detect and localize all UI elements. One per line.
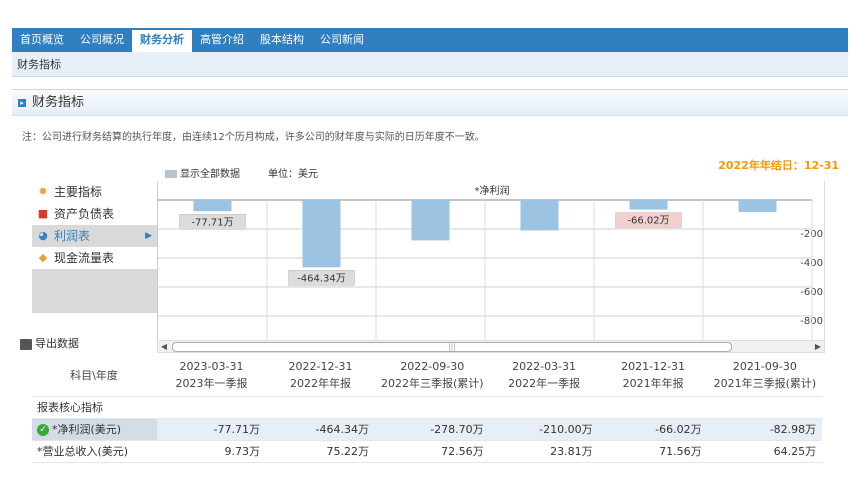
table-cell: 9.73万 [157,440,266,463]
financial-table: 科目\年度 2023-03-31 2023年一季报 2022-12-31 2022年… [32,355,823,463]
menu-item-label: 主要指标 [54,185,103,199]
column-period: 2022年三季报(累计) [381,377,484,391]
table-cell: 75.22万 [266,440,375,463]
bar [629,200,668,210]
menu-item-balance-sheet[interactable]: ■ 资产负债表 [32,203,157,225]
section-header: ▸ 财务指标 [12,89,848,116]
column-period: 2021年三季报(累计) [713,377,817,391]
chevron-right-icon: ▶ [145,231,152,241]
bar [302,200,341,268]
row-label: *营业总收入(美元) [32,440,157,463]
data-label-box [179,214,246,230]
table-row[interactable]: ✓ *净利润(美元) -77.71万 -464.34万 -278.70万 -210… [32,418,823,441]
export-label: 导出数据 [35,337,79,350]
column-period: 2023年一季报 [175,377,248,391]
scroll-right-icon[interactable]: ▶ [814,342,822,351]
table-header-row: 科目\年度 2023-03-31 2023年一季报 2022-12-31 2022年… [32,355,823,397]
column-header[interactable]: 2022-03-31 2022年一季报 [489,355,599,397]
table-cell: -77.71万 [157,418,266,441]
bar [738,200,777,213]
column-date: 2021-12-31 [621,360,686,374]
chart-canvas: *净利润-200-400-600-800-77.71万-464.34万-66.0… [158,184,823,340]
column-period: 2022年年报 [290,377,351,391]
bar [520,200,559,231]
column-date: 2022-09-30 [400,360,465,374]
tab-executives[interactable]: 高管介绍 [200,33,244,46]
scroll-thumb[interactable]: ||| [172,342,732,352]
column-header[interactable]: 2021-09-30 2021年三季报(累计) [707,355,823,397]
table-cell: 72.56万 [375,440,490,463]
column-header[interactable]: 2022-12-31 2022年年报 [266,355,375,397]
table-cell: 64.25万 [707,440,823,463]
year-end-date: 2022年年结日：12-31 [718,159,839,172]
data-label: -464.34万 [297,273,346,284]
table-cell: 71.56万 [598,440,708,463]
column-date: 2021-09-30 [732,360,797,374]
tab-overview[interactable]: 首页概览 [20,33,64,46]
check-icon: ✓ [37,424,49,436]
tab-company-profile[interactable]: 公司概况 [80,33,124,46]
section-arrow-icon: ▸ [18,99,26,107]
data-label: -77.71万 [191,217,233,228]
export-icon [20,338,32,350]
scroll-left-icon[interactable]: ◀ [160,342,168,351]
data-label: -66.02万 [627,216,669,227]
group-label: 报表核心指标 [32,396,157,419]
column-date: 2022-03-31 [512,360,577,374]
menu-item-cash-flow[interactable]: ◆ 现金流量表 [32,247,157,269]
bar [193,200,232,212]
menu-item-income-statement[interactable]: ◕ 利润表 ▶ [32,225,157,247]
menu-item-label: 利润表 [54,229,91,243]
row-label: ✓ *净利润(美元) [32,418,157,441]
table-cell: -82.98万 [707,418,823,441]
menu-item-key-indicators[interactable]: ✹ 主要指标 [32,181,157,203]
table-cell: -278.70万 [375,418,490,441]
table-cell: 23.81万 [489,440,599,463]
row-label-text: *净利润(美元) [52,423,122,436]
table-group-row: 报表核心指标 [32,396,823,419]
subnav-financial-indicators[interactable]: 财务指标 [17,58,61,71]
gear-icon: ✹ [38,185,48,198]
show-all-data-toggle[interactable]: 显示全部数据 [165,165,240,180]
header-label: 科目\年度 [32,355,157,397]
chart-scrollbar[interactable]: ◀ ||| ▶ [157,340,825,353]
table-row[interactable]: *营业总收入(美元) 9.73万 75.22万 72.56万 23.81万 71… [32,440,823,463]
pie-chart-icon: ◕ [38,229,48,242]
export-data-button[interactable]: 导出数据 [20,335,79,351]
tab-share-structure[interactable]: 股本结构 [260,33,304,46]
top-nav: 首页概览 公司概况 财务分析 高管介绍 股本结构 公司新闻 [12,28,848,52]
tab-company-news[interactable]: 公司新闻 [320,33,364,46]
column-date: 2023-03-31 [179,360,244,374]
document-icon: ■ [37,207,49,220]
menu-background [32,269,157,313]
column-date: 2022-12-31 [288,360,353,374]
table-cell: -66.02万 [598,418,708,441]
tab-financial-analysis[interactable]: 财务分析 [132,28,192,52]
statement-menu: ✹ 主要指标 ■ 资产负债表 ◕ 利润表 ▶ ◆ 现金流量表 [32,181,157,269]
menu-item-label: 资产负债表 [54,207,115,221]
section-title: 财务指标 [32,95,85,110]
menu-item-label: 现金流量表 [54,251,115,265]
net-profit-chart: *净利润-200-400-600-800-77.71万-464.34万-66.0… [157,181,825,340]
column-period: 2022年一季报 [508,377,581,391]
column-header[interactable]: 2021-12-31 2021年年报 [598,355,708,397]
fiscal-year-note: 注：公司进行财务结算的执行年度，由连续12个历月构成，许多公司的财年度与实际的日… [22,132,485,143]
coins-icon: ◆ [38,251,48,264]
subnav-bar: 财务指标 [12,52,848,77]
column-header[interactable]: 2023-03-31 2023年一季报 [157,355,266,397]
toggle-icon [165,170,177,178]
data-label-box [288,270,355,286]
table-cell: -464.34万 [266,418,375,441]
bar [411,200,450,241]
column-header[interactable]: 2022-09-30 2022年三季报(累计) [375,355,490,397]
column-period: 2021年年报 [622,377,684,391]
table-cell: -210.00万 [489,418,599,441]
unit-label: 单位：美元 [268,169,318,180]
show-all-label: 显示全部数据 [180,169,240,180]
chart-title: *净利润 [475,184,510,197]
data-label-box [615,212,682,228]
